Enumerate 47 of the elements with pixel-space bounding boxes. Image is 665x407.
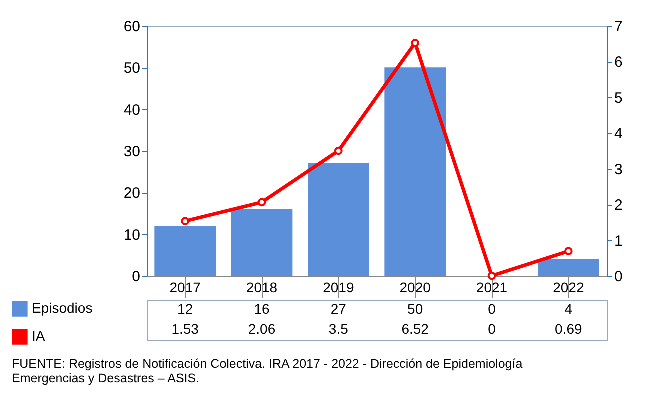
y-tick-label: 30 bbox=[124, 144, 140, 160]
y2-tick-label: 2 bbox=[614, 197, 623, 214]
data-label: 1.53 bbox=[172, 321, 200, 337]
data-label: 12 bbox=[178, 301, 194, 317]
y2-tick-label: 5 bbox=[614, 90, 623, 107]
y-tick-label: 40 bbox=[124, 102, 140, 119]
y-tick-label: 20 bbox=[124, 185, 140, 202]
data-label: 4 bbox=[564, 301, 573, 317]
data-label: 16 bbox=[254, 301, 270, 317]
y-tick-label: 50 bbox=[124, 60, 140, 78]
data-label: 0.69 bbox=[555, 321, 583, 337]
x-tick-label: 2020 bbox=[400, 280, 432, 296]
legend-label: IA bbox=[32, 328, 46, 344]
point bbox=[411, 38, 420, 48]
bar bbox=[308, 164, 370, 276]
x-tick-label: 2022 bbox=[553, 280, 584, 296]
data-label: 50 bbox=[408, 301, 424, 317]
bar bbox=[538, 259, 600, 276]
data-label: 2.06 bbox=[248, 321, 276, 337]
data-label: 3.5 bbox=[328, 321, 349, 337]
data-label: 0 bbox=[488, 321, 496, 337]
data-label: 0 bbox=[488, 301, 496, 317]
y2-tick-label: 1 bbox=[614, 232, 623, 250]
y2-tick-label: 4 bbox=[614, 126, 623, 143]
point bbox=[181, 217, 190, 226]
y-tick-label: 0 bbox=[132, 268, 140, 286]
source-note: FUENTE: Registros de Notificación Colectiva. IRA 2017 - 2022 - Dirección de Epidemiología Emergencias y Desastres – ASIS. bbox=[12, 357, 523, 386]
point bbox=[564, 247, 573, 256]
x-tick-label: 2017 bbox=[170, 280, 202, 296]
y2-tick-label: 7 bbox=[614, 18, 623, 36]
point bbox=[334, 146, 343, 156]
x-tick-label: 2019 bbox=[323, 280, 354, 296]
data-label: 6.52 bbox=[402, 321, 430, 337]
bar bbox=[231, 209, 293, 276]
x-tick-label: 2021 bbox=[476, 280, 508, 296]
bar bbox=[384, 68, 446, 276]
x-tick-label: 2018 bbox=[246, 280, 278, 296]
y-tick-label: 10 bbox=[124, 226, 140, 244]
y-tick-label: 60 bbox=[124, 18, 140, 36]
y2-tick-label: 6 bbox=[614, 54, 623, 72]
bar bbox=[154, 226, 216, 276]
y2-tick-label: 0 bbox=[614, 268, 623, 286]
point bbox=[488, 272, 496, 280]
point bbox=[258, 198, 266, 207]
data-label: 27 bbox=[330, 301, 347, 317]
y2-tick-label: 3 bbox=[614, 161, 623, 178]
legend-label: Episodios bbox=[32, 300, 93, 316]
